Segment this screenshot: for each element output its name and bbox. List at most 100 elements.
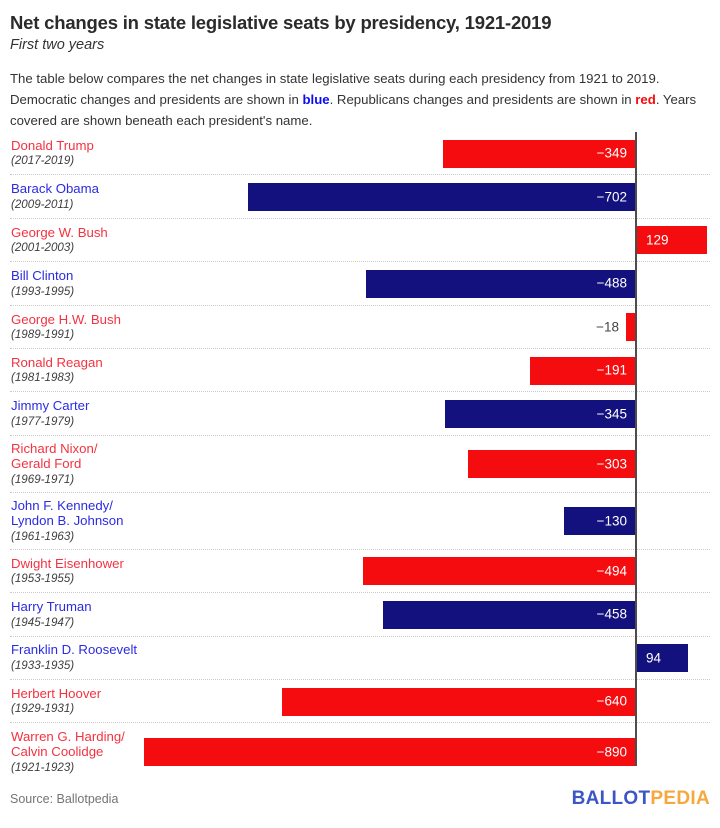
bar-ronald-reagan <box>530 356 636 385</box>
blue-word: blue <box>302 92 330 107</box>
president-name-line: Herbert Hoover <box>11 685 102 701</box>
president-label: Ronald Reagan (1981-1983) <box>11 349 103 391</box>
chart-row: Jimmy Carter (1977-1979) −345 <box>10 392 710 436</box>
chart-row: George H.W. Bush (1989-1991) −18 <box>10 306 710 349</box>
president-label: Warren G. Harding/Calvin Coolidge (1921-1… <box>11 723 125 780</box>
bar-dwight-eisenhower <box>363 557 636 586</box>
bar-value-label: −303 <box>596 456 627 472</box>
president-label: Harry Truman (1945-1947) <box>11 593 92 635</box>
president-label: George H.W. Bush (1989-1991) <box>11 306 121 348</box>
president-years: (1961-1963) <box>11 529 75 543</box>
bar-harry-truman <box>383 600 636 629</box>
bar-donald-trump <box>443 139 636 168</box>
chart-row: Franklin D. Roosevelt (1933-1935) 94 <box>10 637 710 680</box>
description-text-3: . Years covered are shown beneath each p… <box>10 92 697 128</box>
president-years: (1969-1971) <box>11 472 75 486</box>
chart-row: Warren G. Harding/Calvin Coolidge (1921-1… <box>10 723 710 780</box>
president-years: (1933-1935) <box>11 658 75 672</box>
president-name-line: Gerald Ford <box>11 456 82 472</box>
president-name-line: Lyndon B. Johnson <box>11 513 124 529</box>
president-label: Dwight Eisenhower (1953-1955) <box>11 550 124 592</box>
bar-franklin-d-roosevelt <box>636 644 688 673</box>
president-name: Richard Nixon/Gerald Ford <box>11 441 98 472</box>
president-name-line: Ronald Reagan <box>11 354 103 370</box>
president-years: (1929-1931) <box>11 702 75 716</box>
president-years: (1977-1979) <box>11 414 75 428</box>
bar-value-label: −494 <box>596 563 627 579</box>
bar-bill-clinton <box>366 269 636 298</box>
president-name-line: Calvin Coolidge <box>11 744 104 760</box>
bar-herbert-hoover <box>282 687 636 716</box>
bar-value-label: −488 <box>596 275 627 291</box>
bar-value-label: −702 <box>596 189 627 205</box>
president-years: (1953-1955) <box>11 572 75 586</box>
logo-ballot-text: BALLOT <box>571 788 651 809</box>
bar-value-label: −345 <box>596 406 627 422</box>
president-years: (1993-1995) <box>11 284 75 298</box>
president-years: (1989-1991) <box>11 328 75 341</box>
president-years: (1945-1947) <box>11 615 75 629</box>
bar-richard-nixon-gerald-ford <box>468 450 636 479</box>
red-word: red <box>635 92 656 107</box>
president-years: (1981-1983) <box>11 371 75 385</box>
president-label: Jimmy Carter (1977-1979) <box>11 392 89 434</box>
president-label: Donald Trump (2017-2019) <box>11 132 94 174</box>
president-name-line: John F. Kennedy/ <box>11 497 113 513</box>
president-name: Dwight Eisenhower <box>11 556 124 572</box>
president-name: Barack Obama <box>11 181 99 197</box>
chart-row: Ronald Reagan (1981-1983) −191 <box>10 349 710 393</box>
president-label: Barack Obama (2009-2011) <box>11 175 99 217</box>
president-label: John F. Kennedy/Lyndon B. Johnson (1961-1… <box>11 493 123 549</box>
chart-row: Barack Obama (2009-2011) −702 <box>10 175 710 219</box>
description-text-1: The table below compares the net changes… <box>10 71 660 107</box>
president-name-line: Donald Trump <box>11 137 94 153</box>
bar-john-f-kennedy-lyndon-b-johnson <box>564 507 636 536</box>
bar-value-label: −18 <box>596 319 619 335</box>
bar-chart: Donald Trump (2017-2019) −349 Barack Obama(… <box>0 132 720 780</box>
chart-header: Net changes in state legislative seats b… <box>0 0 720 131</box>
chart-description: The table below compares the net changes… <box>10 68 710 131</box>
chart-subtitle: First two years <box>10 37 105 53</box>
president-name-line: Dwight Eisenhower <box>11 555 124 571</box>
president-name-line: Jimmy Carter <box>11 398 90 414</box>
bar-george-w-bush <box>636 226 707 255</box>
president-name: John F. Kennedy/Lyndon B. Johnson <box>11 498 123 529</box>
chart-row: Bill Clinton (1993-1995) −488 <box>10 262 710 306</box>
page-title: Net changes in state legislative seats b… <box>10 12 552 33</box>
president-years: (1921-1923) <box>11 760 75 774</box>
president-name: Harry Truman <box>11 599 92 615</box>
president-name: Herbert Hoover <box>11 686 101 702</box>
bar-value-label: −890 <box>596 744 627 760</box>
president-years: (2001-2003) <box>11 241 75 255</box>
chart-footer: Source: Ballotpedia BALLOTPEDIA <box>0 788 720 810</box>
chart-row: Donald Trump (2017-2019) −349 <box>10 132 710 176</box>
president-name-line: Bill Clinton <box>11 268 74 284</box>
president-label: Franklin D. Roosevelt (1933-1935) <box>11 637 137 679</box>
president-name: George W. Bush <box>11 225 108 241</box>
bar-george-h-w-bush <box>626 313 636 342</box>
president-label: Bill Clinton (1993-1995) <box>11 262 74 304</box>
president-name: Franklin D. Roosevelt <box>11 642 137 658</box>
president-name-line: George W. Bush <box>11 224 108 240</box>
chart-row: Harry Truman (1945-1947) −458 <box>10 593 710 637</box>
logo-pedia-text: PEDIA <box>650 788 710 809</box>
president-years: (2009-2011) <box>11 197 74 211</box>
president-name: George H.W. Bush <box>11 312 121 328</box>
bar-jimmy-carter <box>445 400 636 429</box>
president-name-line: Franklin D. Roosevelt <box>11 642 138 658</box>
chart-row: Richard Nixon/Gerald Ford (1969-1971) −303 <box>10 436 710 493</box>
bar-barack-obama <box>248 183 636 212</box>
bar-warren-g-harding-calvin-coolidge <box>144 737 636 766</box>
president-name: Ronald Reagan <box>11 355 103 371</box>
chart-row: Herbert Hoover (1929-1931) −640 <box>10 680 710 724</box>
president-name: Donald Trump <box>11 138 94 154</box>
bar-value-label: 94 <box>646 650 662 666</box>
president-name: Jimmy Carter <box>11 398 89 414</box>
president-years: (2017-2019) <box>11 154 75 168</box>
president-name-line: Richard Nixon/ <box>11 440 98 456</box>
president-name: Warren G. Harding/Calvin Coolidge <box>11 729 125 760</box>
description-text-2: . Republicans changes and presidents are… <box>329 92 636 107</box>
bar-value-label: 129 <box>646 232 669 248</box>
zero-axis-line <box>635 132 637 766</box>
president-name-line: Harry Truman <box>11 599 92 615</box>
